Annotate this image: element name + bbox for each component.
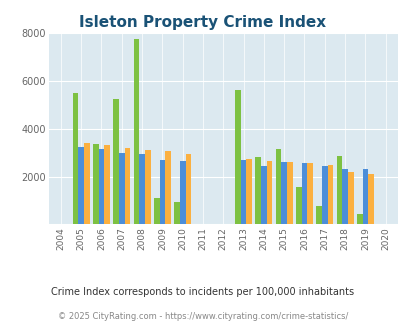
Bar	[362, 169, 367, 224]
Bar	[98, 149, 104, 224]
Bar	[133, 39, 139, 224]
Bar	[113, 99, 119, 224]
Bar	[356, 214, 362, 224]
Bar	[295, 187, 301, 224]
Text: © 2025 CityRating.com - https://www.cityrating.com/crime-statistics/: © 2025 CityRating.com - https://www.city…	[58, 312, 347, 321]
Bar	[260, 166, 266, 224]
Bar	[321, 166, 327, 224]
Bar	[179, 161, 185, 224]
Bar	[104, 146, 110, 224]
Bar	[119, 152, 124, 224]
Bar	[327, 165, 333, 224]
Bar	[139, 154, 145, 224]
Bar	[165, 151, 171, 224]
Bar	[174, 202, 179, 224]
Bar	[234, 90, 240, 224]
Bar	[307, 163, 312, 224]
Bar	[185, 154, 191, 224]
Bar	[153, 198, 159, 224]
Bar	[255, 157, 260, 224]
Bar	[78, 147, 84, 224]
Bar	[246, 159, 252, 224]
Bar	[281, 162, 286, 224]
Bar	[367, 174, 373, 224]
Bar	[275, 149, 281, 224]
Bar	[301, 163, 307, 224]
Bar	[159, 160, 165, 224]
Bar	[124, 148, 130, 224]
Text: Crime Index corresponds to incidents per 100,000 inhabitants: Crime Index corresponds to incidents per…	[51, 287, 354, 297]
Bar	[347, 172, 353, 224]
Bar	[84, 143, 90, 224]
Text: Isleton Property Crime Index: Isleton Property Crime Index	[79, 15, 326, 30]
Bar	[341, 169, 347, 224]
Bar	[286, 162, 292, 224]
Bar	[145, 150, 150, 224]
Bar	[315, 207, 321, 224]
Bar	[240, 160, 246, 224]
Bar	[93, 144, 98, 224]
Bar	[336, 156, 341, 224]
Bar	[266, 161, 272, 224]
Bar	[72, 93, 78, 224]
